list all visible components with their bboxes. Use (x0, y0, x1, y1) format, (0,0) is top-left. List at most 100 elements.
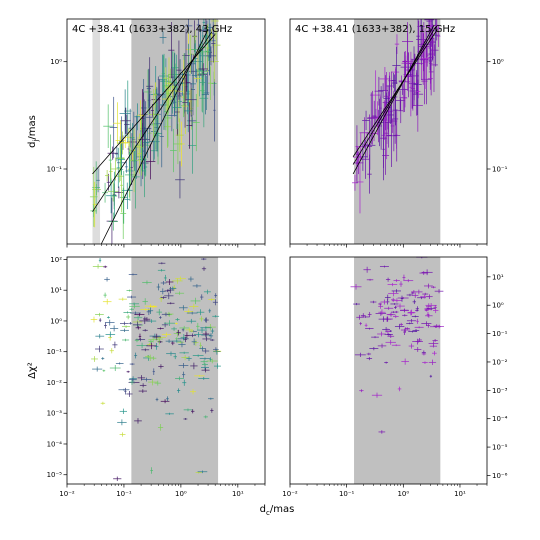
y-axis-label: dj/mas (27, 115, 40, 148)
data-point (121, 182, 133, 198)
data-point (390, 303, 399, 305)
data-point (119, 432, 126, 437)
data-point (168, 22, 175, 79)
data-point (96, 168, 100, 193)
data-point (361, 139, 370, 179)
data-point (92, 366, 103, 372)
data-point (434, 289, 444, 294)
data-point (203, 75, 210, 111)
data-point (184, 332, 190, 339)
data-point (387, 283, 398, 287)
data-point (394, 34, 400, 54)
data-point (119, 408, 128, 415)
data-point (157, 327, 164, 330)
data-point (199, 69, 209, 128)
data-point (116, 147, 120, 188)
data-point (185, 327, 193, 333)
y-tick-label: 10⁰ (50, 58, 62, 66)
data-point (174, 322, 178, 325)
data-point (165, 278, 174, 286)
data-point (170, 89, 178, 105)
data-point (434, 19, 439, 34)
data-point (173, 123, 183, 165)
data-point (367, 311, 372, 317)
data-point (175, 291, 185, 295)
data-point (116, 144, 125, 172)
y-tick-label: 10⁻⁴ (47, 440, 63, 448)
data-point (200, 326, 212, 330)
data-point (391, 298, 402, 303)
data-point (408, 330, 418, 333)
data-point (421, 28, 431, 89)
data-point (176, 329, 181, 336)
data-point (413, 53, 422, 116)
data-point (173, 354, 177, 360)
data-point (213, 363, 221, 369)
fit-line-1 (352, 26, 436, 165)
data-point (356, 314, 363, 320)
data-point (374, 76, 384, 106)
data-point (387, 334, 395, 338)
data-point (184, 336, 188, 343)
data-point (386, 333, 391, 336)
data-point (393, 306, 397, 309)
data-point (199, 316, 204, 322)
data-point (117, 419, 127, 426)
data-point (157, 268, 166, 272)
data-point (404, 327, 410, 330)
data-point (115, 170, 124, 183)
data-point (214, 293, 218, 298)
data-point (422, 292, 429, 296)
data-point (426, 311, 430, 317)
data-point (425, 44, 429, 67)
data-point (193, 50, 203, 107)
data-point (350, 283, 362, 290)
data-point (163, 67, 169, 90)
data-point (407, 310, 415, 316)
data-point (148, 378, 158, 386)
data-point (124, 160, 128, 173)
data-point (120, 137, 130, 149)
data-point (128, 321, 133, 325)
data-point (172, 88, 177, 116)
data-point (429, 344, 438, 348)
data-point (199, 342, 202, 349)
data-point (432, 350, 437, 356)
data-point (205, 46, 217, 66)
data-point (190, 362, 198, 370)
data-point (158, 262, 166, 265)
data-point (377, 331, 386, 337)
data-point (171, 326, 177, 331)
x-tick-label: 10⁰ (397, 490, 409, 498)
data-point (370, 300, 377, 304)
data-point (416, 318, 419, 324)
data-point (118, 297, 127, 301)
data-point (163, 274, 167, 282)
data-point (173, 330, 181, 337)
data-point (134, 103, 141, 131)
data-point (388, 290, 399, 297)
data-point (109, 364, 121, 372)
data-point (175, 317, 180, 322)
data-point (101, 357, 105, 360)
data-point (182, 77, 188, 128)
data-point (177, 337, 189, 340)
shaded-span-0 (131, 257, 219, 484)
data-point (144, 304, 157, 309)
data-point (172, 284, 176, 291)
data-point (142, 298, 148, 305)
data-point (211, 19, 219, 39)
data-point (400, 60, 410, 74)
data-point (189, 303, 199, 310)
data-point (208, 298, 215, 301)
data-point (124, 128, 133, 147)
data-point (147, 307, 154, 314)
y-tick-label: 10⁻³ (47, 410, 63, 418)
shaded-span-0 (92, 19, 101, 244)
data-point (157, 424, 164, 431)
data-point (126, 370, 130, 373)
data-point (145, 127, 150, 158)
data-point (165, 339, 173, 344)
y-axis-label: Δχ² (27, 362, 38, 379)
data-point (109, 348, 114, 354)
